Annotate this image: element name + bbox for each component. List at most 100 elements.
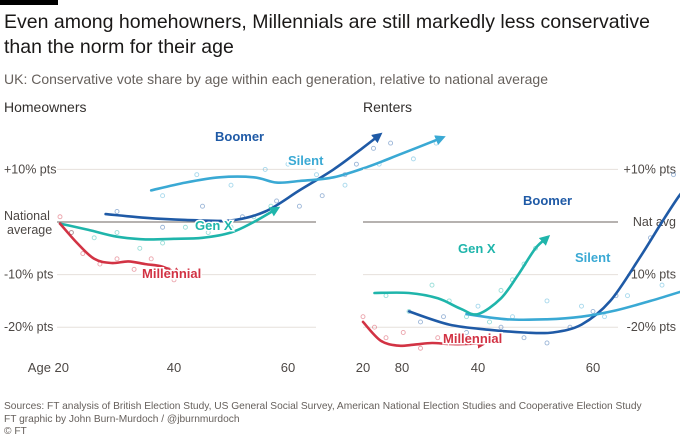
y-tick-label: +10% pts [4,162,56,176]
series-label-halo: Boomer [523,193,572,208]
data-point [498,287,504,293]
data-point [160,193,166,199]
y-tick-label: -10% pts [627,268,676,282]
series-label-silent: Silent [288,153,324,168]
x-tick-label: 60 [586,360,600,375]
copyright-note: © FT [4,426,27,437]
data-point [625,293,630,299]
data-point [160,240,166,246]
data-point [410,156,416,162]
series-label-boomer: Boomer [215,129,264,144]
panel-title-renters: Renters [363,99,412,115]
data-point [441,314,446,320]
chart-title: Even among homehowners, Millennials are … [4,11,650,58]
x-tick-label: 40 [471,360,485,375]
data-point [671,172,676,178]
series-label-gen-x: Gen X [195,218,233,233]
data-point [388,140,394,146]
data-point [429,282,435,288]
series-line-silent [149,135,446,192]
series-label-halo: Millennial [443,331,502,346]
y-tick-label: -10% pts [4,268,53,282]
y-tick-label: -20% pts [4,320,53,334]
data-point [314,172,319,178]
y-tick-label: average [7,223,52,237]
data-point [544,340,550,346]
data-point [487,319,492,325]
y-tick-label: -20% pts [627,320,676,334]
series-label-halo: Millennial [142,266,201,281]
data-point [114,209,120,214]
series-label-millennial: Millennial [142,266,201,281]
x-tick-label: 20 [356,360,370,375]
data-point [131,266,137,272]
data-point [579,303,584,309]
data-point [182,224,188,230]
data-point [262,166,268,172]
data-point [383,293,389,299]
data-point [137,245,143,251]
credit-note: FT graphic by John Burn-Murdoch / @jburn… [4,413,240,425]
x-tick-label: 80 [395,360,409,375]
data-point [544,298,550,304]
data-point [342,182,348,188]
data-point [659,282,665,288]
series-label-boomer: Boomer [523,193,572,208]
data-point [171,277,177,283]
data-point [296,203,302,209]
data-point [383,335,389,341]
data-point [372,324,377,330]
data-point [475,303,481,309]
series-label-halo: Gen X [195,218,233,233]
series-label-halo: Boomer [215,129,264,144]
data-point [91,235,97,241]
data-point [319,193,325,199]
panel-title-homeowners: Homeowners [4,99,86,115]
ft-brand-bar [0,0,58,5]
data-point [205,230,211,235]
x-tick-label: 60 [281,360,295,375]
data-point [510,314,515,320]
sources-note: Sources: FT analysis of British Election… [4,401,642,412]
data-point [521,335,527,341]
series-label-halo: Silent [288,153,324,168]
series-label-gen-x: Gen X [458,241,496,256]
data-point [464,330,469,335]
y-tick-label: Nat avg [633,215,676,229]
data-point [114,256,120,262]
data-point [68,230,74,235]
data-point [228,224,234,230]
series-line-boomer [104,132,383,223]
data-point [80,251,86,257]
data-point [498,324,504,330]
data-point [57,214,63,220]
data-point [228,182,234,188]
data-point [285,161,291,167]
data-point [148,256,154,262]
footer: Sources: FT analysis of British Election… [4,401,642,439]
y-tick-label: National [4,209,50,223]
data-point [418,319,423,325]
data-point [160,224,166,230]
series-line-millennial [58,222,184,277]
data-point [400,330,406,335]
data-point [602,314,607,320]
series-line-gen-x [373,235,551,316]
data-point [194,172,200,178]
data-point [590,308,596,314]
series-line-silent [465,290,680,322]
data-point [435,335,441,341]
data-point [274,198,280,204]
series-line-millennial [361,320,488,349]
y-tick-label: +10% pts [624,162,676,176]
data-point [360,314,366,320]
data-point [371,145,376,151]
series-line-boomer [407,192,680,335]
data-point [114,230,120,235]
series-label-millennial: Millennial [443,331,502,346]
x-tick-label: 40 [167,360,181,375]
chart-subtitle: UK: Conservative vote share by age withi… [4,71,548,87]
data-point [353,161,359,167]
series-label-halo: Silent [575,250,611,265]
